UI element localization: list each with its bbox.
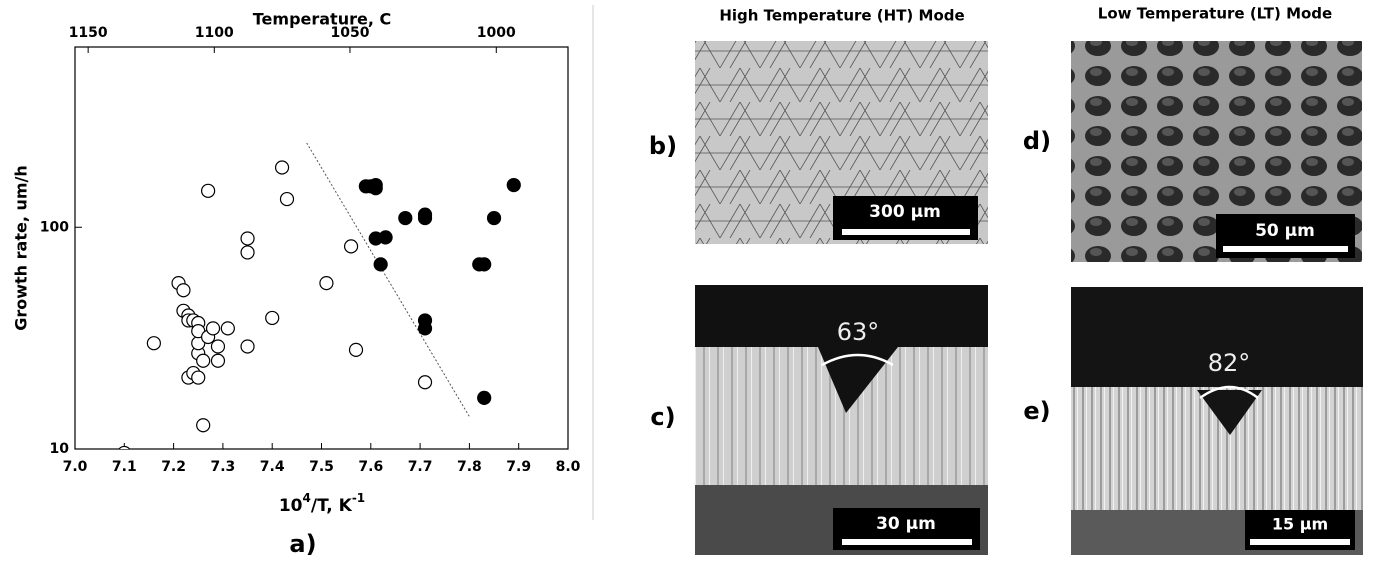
point	[319, 275, 334, 291]
scale-bar: 50 µm	[1216, 214, 1355, 258]
point	[220, 321, 235, 336]
point	[265, 310, 280, 326]
panel-label: d)	[1023, 127, 1051, 155]
point	[196, 418, 211, 433]
point	[274, 160, 290, 175]
lt-title: Low Temperature (LT) Mode	[1098, 5, 1332, 23]
y-tick-label: 10	[50, 441, 70, 457]
point	[373, 257, 388, 272]
point	[240, 231, 255, 246]
scale-bar: 30 µm	[833, 508, 980, 550]
point	[196, 353, 211, 368]
point	[201, 183, 216, 198]
scale-bar: 300 µm	[833, 196, 978, 240]
point	[348, 342, 364, 357]
plot: 7.0 7.1 7.2 7.3 7.4 7.5 7.6 7.7 7.8 7.9 8.0 10 100 11…	[40, 25, 581, 475]
trend-line	[306, 142, 470, 417]
x-tick-label: 7.9	[506, 459, 531, 475]
scale-bar-label: 15 µm	[1272, 515, 1328, 534]
x-tick-label: 7.5	[309, 459, 334, 475]
x-tick-label: 7.8	[457, 459, 482, 475]
x-tick-label: 7.4	[260, 459, 285, 475]
point	[477, 390, 492, 405]
point	[486, 210, 502, 226]
x-label-part: 10	[279, 496, 303, 516]
x-label-sup: -1	[352, 491, 365, 505]
point	[343, 239, 359, 254]
x-tick-label: 7.7	[408, 459, 433, 475]
x-tick-label: 7.3	[210, 459, 235, 475]
panel-label: c)	[650, 403, 675, 431]
panel-label: e)	[1023, 397, 1050, 425]
x-tick-label: 7.2	[161, 459, 186, 475]
x-label-sup: 4	[303, 491, 311, 505]
image-c	[695, 285, 988, 555]
angle-label: 82°	[1208, 349, 1251, 377]
angle-label: 63°	[837, 318, 880, 346]
image-e	[1071, 287, 1363, 555]
ht-title: High Temperature (HT) Mode	[719, 7, 964, 25]
point	[210, 339, 226, 354]
scale-bar: 15 µm	[1245, 510, 1355, 550]
point	[378, 230, 393, 245]
point	[240, 339, 255, 354]
panel-label: b)	[649, 132, 677, 160]
y-axis-label: Growth rate, um/h	[12, 165, 31, 331]
top-tick-label: 1100	[195, 25, 234, 41]
y-tick-label: 100	[40, 219, 69, 235]
scale-bar-label: 50 µm	[1255, 221, 1315, 241]
point	[398, 210, 413, 226]
x-tick-label: 7.1	[112, 459, 137, 475]
top-axis-label: Temperature, C	[253, 10, 391, 29]
top-tick-label: 1150	[69, 25, 108, 41]
x-tick-label: 8.0	[556, 459, 581, 475]
point	[191, 370, 206, 385]
point	[240, 245, 255, 260]
point	[368, 177, 383, 193]
point	[118, 445, 131, 449]
point	[417, 375, 433, 390]
scale-bar-label: 30 µm	[876, 514, 936, 534]
data-points	[118, 142, 521, 449]
top-tick-label: 1000	[477, 25, 516, 41]
x-tick-label: 7.0	[63, 459, 88, 475]
point	[205, 321, 221, 336]
plot-frame	[74, 46, 569, 450]
point	[477, 257, 492, 272]
x-tick-label: 7.6	[358, 459, 383, 475]
point	[417, 321, 433, 336]
point	[506, 177, 521, 193]
x-axis-label: 104/T, K-1	[279, 491, 365, 517]
point	[210, 353, 226, 368]
point	[146, 336, 161, 351]
x-label-part: /T, K	[311, 496, 353, 516]
top-tick-label: 1050	[330, 25, 369, 41]
point	[279, 191, 295, 207]
point	[176, 283, 191, 298]
panel-label: a)	[289, 530, 316, 558]
scale-bar-label: 300 µm	[869, 202, 941, 222]
point	[417, 210, 433, 226]
